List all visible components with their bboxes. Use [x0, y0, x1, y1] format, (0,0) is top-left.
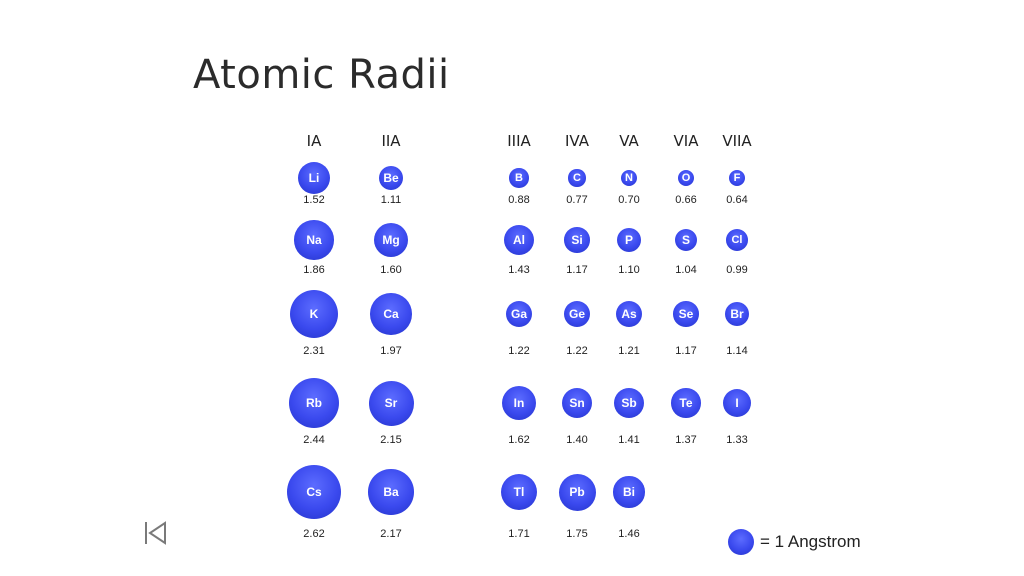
atom-cs: Cs — [286, 464, 342, 520]
atom-br: Br — [724, 301, 750, 327]
radius-value-tl: 1.71 — [508, 528, 530, 540]
radius-value-b: 0.88 — [508, 194, 530, 206]
atom-al: Al — [503, 224, 535, 256]
radius-value-sr: 2.15 — [380, 434, 402, 446]
radius-value-k: 2.31 — [303, 345, 325, 357]
atom-p: P — [617, 228, 641, 252]
radius-value-c: 0.77 — [566, 194, 588, 206]
radius-value-sb: 1.41 — [618, 434, 640, 446]
atom-be: Be — [378, 165, 404, 191]
group-label-via: VIA — [673, 132, 699, 150]
radius-value-f: 0.64 — [726, 194, 748, 206]
radius-value-p: 1.10 — [618, 264, 640, 276]
atom-si: Si — [564, 227, 590, 253]
radius-value-ba: 2.17 — [380, 528, 402, 540]
radius-value-br: 1.14 — [726, 345, 748, 357]
atom-ca: Ca — [370, 293, 412, 335]
group-label-viia: VIIA — [722, 132, 752, 150]
slide-title: Atomic Radii — [193, 52, 450, 98]
radius-value-mg: 1.60 — [380, 264, 402, 276]
atom-pb: Pb — [558, 473, 596, 511]
group-label-iva: IVA — [565, 132, 589, 150]
group-label-iia: IIA — [381, 132, 401, 150]
atom-bi: Bi — [613, 476, 645, 508]
atom-f: F — [729, 170, 745, 186]
radius-value-sn: 1.40 — [566, 434, 588, 446]
radius-value-se: 1.17 — [675, 345, 697, 357]
radius-value-bi: 1.46 — [618, 528, 640, 540]
atom-tl: Tl — [500, 473, 538, 511]
radius-value-si: 1.17 — [566, 264, 588, 276]
skip-back-icon[interactable] — [143, 521, 167, 545]
atom-sn: Sn — [562, 388, 592, 418]
radius-value-pb: 1.75 — [566, 528, 588, 540]
radius-value-te: 1.37 — [675, 434, 697, 446]
radius-value-ca: 1.97 — [380, 345, 402, 357]
atom-sr: Sr — [368, 380, 414, 426]
radius-value-s: 1.04 — [675, 264, 697, 276]
legend-atom-icon — [728, 529, 754, 555]
atom-sb: Sb — [613, 387, 645, 419]
radius-value-in: 1.62 — [508, 434, 530, 446]
legend-label: = 1 Angstrom — [760, 532, 861, 551]
radius-value-n: 0.70 — [618, 194, 640, 206]
atom-se: Se — [673, 301, 699, 327]
radius-value-cl: 0.99 — [726, 264, 748, 276]
atom-ga: Ga — [505, 300, 533, 328]
group-label-va: VA — [619, 132, 639, 150]
radius-value-ge: 1.22 — [566, 345, 588, 357]
atom-mg: Mg — [374, 223, 408, 257]
radius-value-al: 1.43 — [508, 264, 530, 276]
atom-c: C — [568, 169, 586, 187]
atom-i: I — [722, 388, 752, 418]
radius-value-be: 1.11 — [380, 194, 402, 206]
group-label-iiia: IIIA — [507, 132, 531, 150]
atom-k: K — [289, 289, 339, 339]
atom-as: As — [615, 300, 643, 328]
radius-value-i: 1.33 — [726, 434, 748, 446]
radius-value-cs: 2.62 — [303, 528, 325, 540]
atom-o: O — [678, 170, 694, 186]
radius-value-ga: 1.22 — [508, 345, 530, 357]
radius-value-rb: 2.44 — [303, 434, 325, 446]
atom-ge: Ge — [563, 300, 591, 328]
atom-li: Li — [297, 161, 331, 195]
atom-b: B — [509, 168, 529, 188]
atom-na: Na — [294, 220, 334, 260]
atom-cl: Cl — [726, 229, 748, 251]
radius-value-li: 1.52 — [303, 194, 325, 206]
atom-ba: Ba — [368, 469, 414, 515]
atom-te: Te — [671, 388, 701, 418]
radius-value-o: 0.66 — [675, 194, 697, 206]
atom-s: S — [674, 228, 698, 252]
radius-value-na: 1.86 — [303, 264, 325, 276]
group-label-ia: IA — [306, 132, 322, 150]
atom-in: In — [501, 385, 537, 421]
atom-rb: Rb — [288, 377, 340, 429]
atom-n: N — [621, 170, 637, 186]
radius-value-as: 1.21 — [618, 345, 640, 357]
